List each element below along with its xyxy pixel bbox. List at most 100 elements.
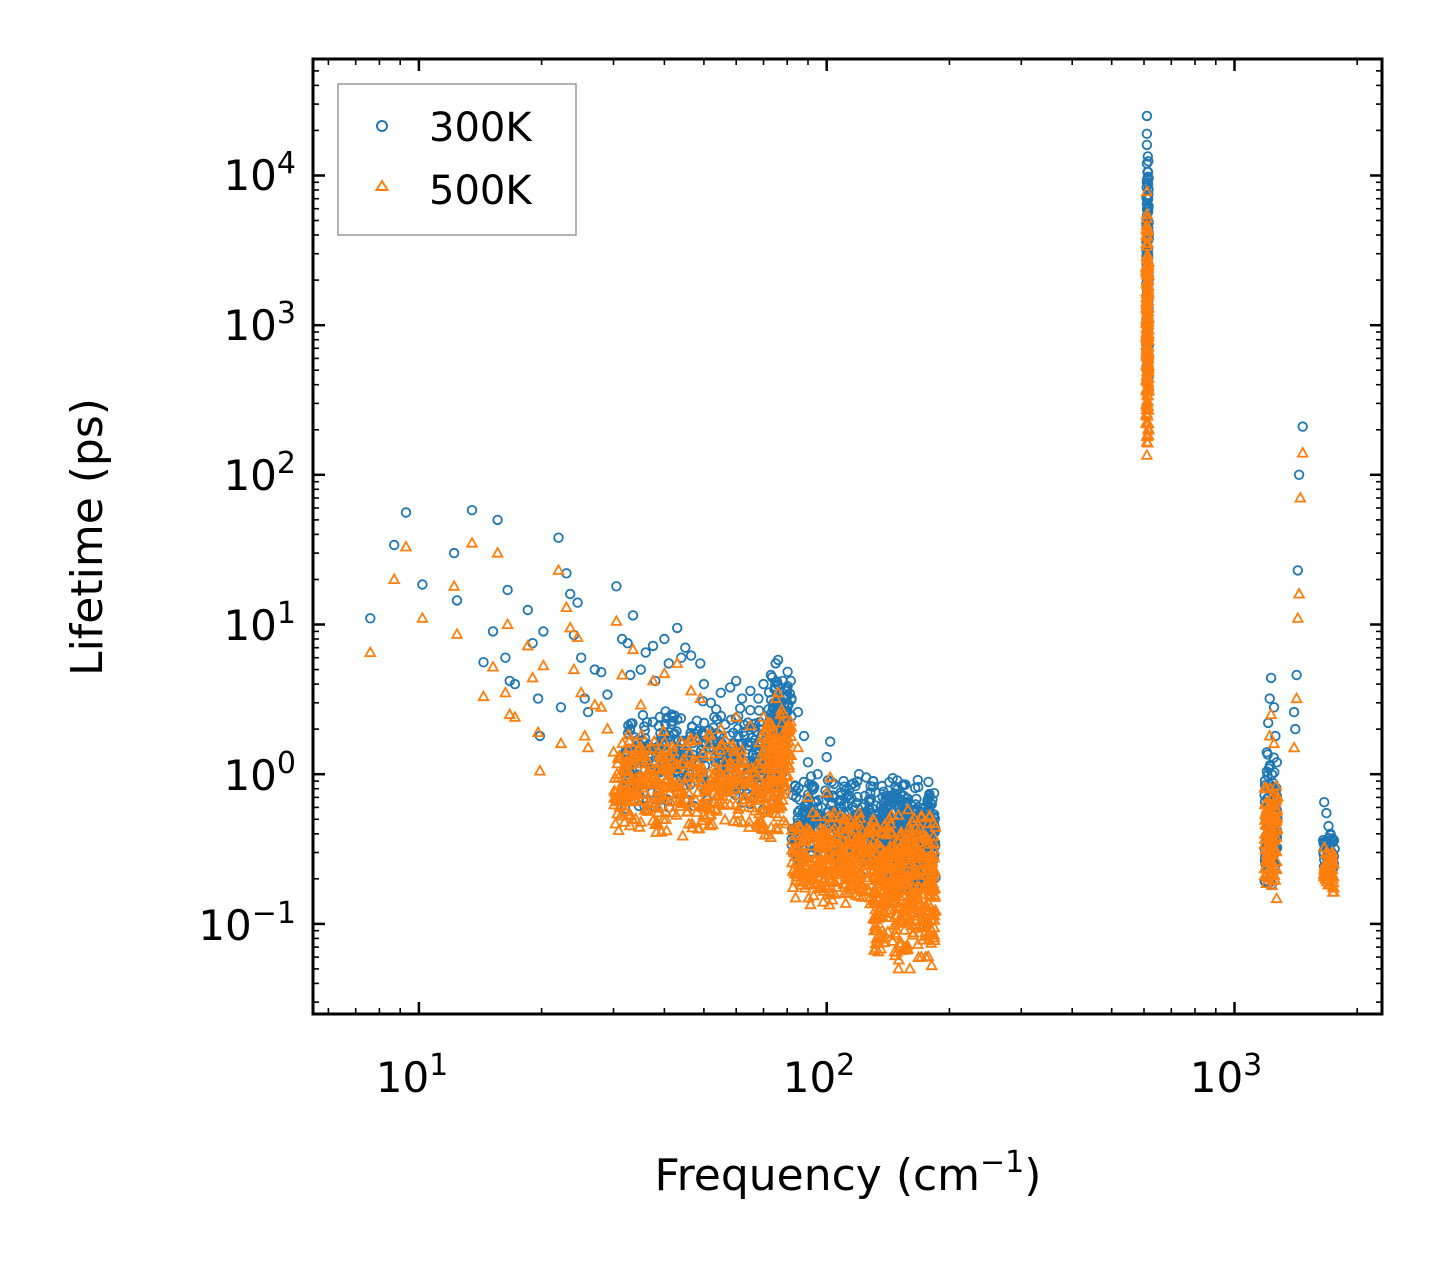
500k-cluster-point [917, 915, 931, 927]
500k-data-point [791, 740, 805, 753]
300k-data-point [576, 652, 587, 663]
300k-data-point [685, 650, 697, 661]
300k-cluster-point [884, 777, 895, 788]
500k-cluster-point [732, 787, 746, 800]
500k-cluster-point [751, 790, 764, 803]
500k-cluster-point [869, 936, 883, 948]
500k-cluster-point [1141, 268, 1155, 280]
300k-data-point [825, 736, 836, 747]
300k-data-point [522, 604, 534, 616]
legend-label-500k: 500K [429, 168, 533, 214]
500k-cluster-point [731, 806, 745, 818]
500k-cluster-point [888, 886, 902, 899]
300k-data-point [715, 687, 727, 699]
500k-cluster-point [892, 808, 905, 820]
500k-cluster-point [842, 864, 856, 876]
500k-cluster-point [901, 938, 914, 950]
500k-cluster-point [748, 804, 762, 816]
500k-cluster-point [1270, 821, 1284, 834]
300k-cluster-point [743, 740, 754, 751]
500k-cluster-point [1321, 877, 1335, 890]
500k-cluster-point [925, 958, 939, 971]
300k-cluster-point [899, 779, 910, 791]
500k-cluster-point [792, 840, 806, 852]
500k-cluster-point [929, 820, 942, 832]
500k-data-point [903, 845, 917, 857]
500k-data-point [526, 671, 539, 683]
500k-cluster-point [912, 851, 925, 863]
500k-cluster-point [905, 886, 919, 899]
500k-cluster-point [771, 755, 784, 767]
500k-cluster-point [1259, 842, 1272, 855]
500k-cluster-point [641, 742, 655, 755]
500k-cluster-point [889, 873, 903, 886]
300k-cluster-point [863, 803, 875, 815]
500k-data-point [571, 630, 584, 642]
500k-cluster-point [727, 749, 741, 761]
500k-cluster-point [888, 926, 902, 938]
500k-data-point [1140, 184, 1154, 197]
500k-cluster-point [693, 760, 707, 772]
y-axis-label: Lifetime (ps) [62, 398, 113, 676]
500k-cluster-point [685, 816, 699, 829]
300k-data-point [625, 669, 636, 681]
500k-cluster-point [774, 707, 787, 720]
500k-cluster-point [1268, 868, 1281, 880]
300k-cluster-point [929, 788, 940, 799]
500k-cluster-point [611, 794, 625, 806]
500k-cluster-point [670, 808, 683, 820]
500k-cluster-point [901, 802, 915, 815]
500k-cluster-point [804, 876, 818, 889]
500k-cluster-point [638, 784, 652, 797]
500k-cluster-point [608, 771, 622, 783]
500k-cluster-point [830, 831, 843, 843]
300k-cluster-point [782, 666, 793, 678]
300k-data-point [777, 675, 788, 687]
500k-cluster-point [827, 806, 841, 818]
500k-cluster-point [887, 893, 901, 906]
500k-cluster-point [909, 863, 922, 875]
500k-cluster-point [886, 934, 899, 946]
500k-cluster-point [839, 896, 853, 908]
300k-cluster-point [922, 793, 934, 805]
500k-cluster-point [862, 857, 876, 869]
500k-cluster-point [691, 768, 704, 780]
300k-data-point [868, 775, 879, 787]
300k-cluster-point [654, 711, 666, 723]
500k-cluster-point [855, 845, 869, 857]
500k-cluster-point [767, 779, 781, 791]
300k-data-point [1261, 747, 1273, 758]
500k-cluster-point [755, 821, 769, 834]
300k-data-point [553, 532, 564, 543]
500k-cluster-point [878, 932, 891, 944]
500k-cluster-point [704, 807, 718, 819]
500k-cluster-point [713, 764, 726, 776]
500k-cluster-point [778, 779, 792, 791]
300k-cluster-point [691, 715, 703, 727]
300k-cluster-point [789, 780, 801, 791]
300k-data-point [1288, 706, 1300, 718]
500k-cluster-point [622, 808, 636, 820]
300k-data-point [846, 779, 857, 791]
500k-cluster-point [802, 829, 815, 842]
500k-cluster-point [759, 762, 772, 774]
300k-cluster-point [865, 781, 876, 792]
300k-data-point [731, 675, 742, 687]
500k-data-point [499, 685, 512, 698]
500k-cluster-point [771, 810, 785, 822]
300k-data-point [725, 682, 736, 693]
300k-data-point [1141, 110, 1153, 122]
500k-cluster-point [688, 754, 702, 766]
500k-cluster-point [866, 858, 879, 871]
300k-data-point [736, 693, 748, 704]
500k-cluster-point [691, 822, 705, 834]
300k-data-point [758, 678, 769, 690]
500k-cluster-point [782, 758, 796, 771]
300k-cluster-point [809, 782, 820, 793]
500k-cluster-point [764, 716, 777, 729]
500k-data-point [780, 719, 794, 731]
500k-cluster-point [813, 851, 827, 863]
500k-cluster-point [709, 804, 723, 816]
300k-data-point [611, 581, 622, 592]
500k-cluster-point [928, 890, 942, 902]
